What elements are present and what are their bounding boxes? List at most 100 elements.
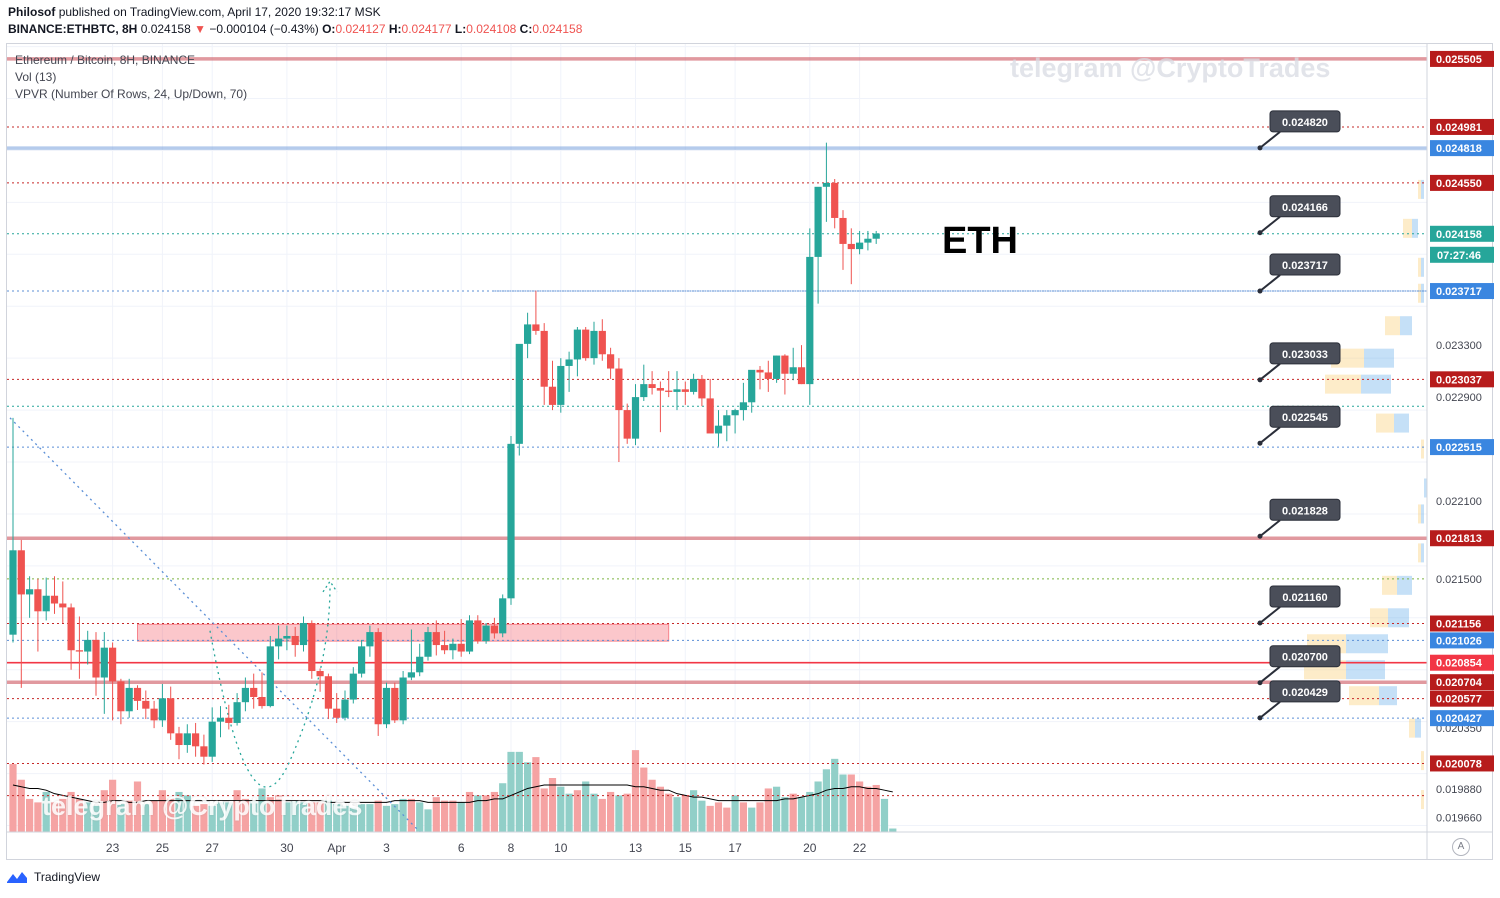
price-tag: 0.021813 (1430, 530, 1494, 547)
price-callout: 0.022545 (1257, 405, 1341, 446)
projection-curve (209, 585, 331, 788)
price-tag-label: 0.020078 (1436, 758, 1482, 770)
volume-bar (673, 797, 681, 832)
volume-bar (748, 807, 756, 832)
published-text: published on TradingView.com, April 17, … (58, 5, 381, 19)
price-tag-bg (1430, 118, 1494, 135)
vpvr-up-bar (1421, 257, 1424, 277)
vpvr-down-bar (1370, 608, 1388, 628)
price-callout: 0.023717 (1257, 253, 1341, 294)
vpvr-up-bar (1364, 348, 1394, 368)
tradingview-logo-icon (7, 872, 27, 883)
volume-bar (507, 751, 515, 832)
candle-body (822, 182, 830, 187)
volume-bar (100, 790, 108, 832)
vpvr-down-bar (1418, 504, 1421, 524)
volume-bar (573, 790, 581, 832)
volume-bar (623, 793, 631, 832)
candle-body (42, 595, 50, 612)
vpvr-up-bar (1388, 608, 1409, 628)
candle-body (308, 622, 316, 672)
candle-body (565, 359, 573, 366)
volume-bar (258, 788, 266, 832)
price-callout: 0.024166 (1257, 195, 1341, 236)
candle-body (814, 186, 822, 257)
volume-bar (275, 795, 283, 832)
volume-bar (856, 781, 864, 832)
y-tick-label: 0.022900 (1436, 392, 1482, 404)
volume-bar (349, 807, 357, 832)
candle-body (773, 355, 781, 379)
price-tag-bg (1430, 174, 1494, 191)
volume-bar (872, 784, 880, 832)
volume-bar (9, 764, 17, 832)
price-callout: 0.021160 (1257, 585, 1341, 626)
volume-bar (216, 802, 225, 832)
volume-bar (333, 804, 341, 832)
vpvr-up-bar (1415, 718, 1421, 738)
volume-bar (864, 786, 872, 832)
price-tag: 0.020577 (1430, 690, 1494, 707)
volume-bar (681, 795, 689, 832)
x-tick-label: 3 (383, 841, 390, 855)
callout-pointer (1259, 426, 1281, 444)
candle-body (557, 365, 565, 405)
candle-body (540, 330, 548, 387)
y-tick-label: 0.022100 (1436, 496, 1482, 508)
candle-body (648, 384, 656, 389)
callout-box (1269, 645, 1341, 668)
callout-label: 0.024166 (1282, 202, 1328, 214)
candle-body (831, 182, 839, 218)
volume-bar (822, 769, 830, 832)
vpvr-down-bar (1349, 686, 1379, 706)
price-tag-bg (1430, 632, 1494, 649)
volume-bar (416, 802, 424, 832)
volume-bar (839, 774, 847, 832)
price-tag: 0.025505 (1430, 50, 1494, 67)
open-label: O: (322, 22, 336, 36)
candle-body (457, 643, 465, 652)
price-tag-label: 0.023717 (1436, 286, 1482, 298)
change-arrow-icon: ▼ (194, 22, 206, 36)
vpvr-down-bar (1421, 751, 1424, 771)
legend-title[interactable]: Ethereum / Bitcoin, 8H, BINANCE (15, 53, 196, 67)
callout-pointer (1259, 215, 1281, 234)
volume-bar (266, 797, 274, 832)
candle-body (640, 384, 648, 398)
candle-body (142, 700, 150, 709)
callout-label: 0.021160 (1282, 592, 1327, 604)
footer: TradingView (6, 870, 100, 884)
volume-bar (374, 800, 382, 832)
callout-pointer (1259, 701, 1281, 719)
volume-bar (299, 802, 308, 832)
candle-body (407, 672, 415, 678)
candle-body (34, 589, 42, 612)
x-tick-label: 23 (106, 841, 120, 855)
legend-volume[interactable]: Vol (13) (15, 70, 57, 84)
eth-annotation: ETH (942, 220, 1018, 262)
candle-body (723, 415, 731, 426)
volume-bar (499, 783, 507, 832)
x-tick-label: 30 (280, 841, 294, 855)
x-tick-label: 10 (554, 841, 568, 855)
volume-bar (67, 791, 75, 832)
candle-body (416, 656, 424, 673)
legend-vpvr[interactable]: VPVR (Number Of Rows, 24, Up/Down, 70) (15, 87, 248, 101)
candle-body (366, 632, 374, 647)
volume-bar (183, 795, 191, 832)
volume-bar (598, 798, 606, 832)
volume-bar (84, 802, 92, 832)
downtrend-line (9, 417, 421, 833)
vpvr-down-bar (1403, 218, 1412, 238)
callout-box (1269, 585, 1341, 608)
candle-body (266, 646, 274, 707)
price-tag-label: 0.020427 (1436, 713, 1482, 725)
candle-body (864, 238, 872, 243)
candle-body (50, 595, 59, 604)
auto-scale-button[interactable]: A (1452, 838, 1470, 856)
footer-brand[interactable]: TradingView (34, 870, 101, 884)
volume-bar (465, 791, 474, 832)
author-name[interactable]: Philosof (8, 5, 56, 19)
volume-bar (316, 802, 324, 832)
